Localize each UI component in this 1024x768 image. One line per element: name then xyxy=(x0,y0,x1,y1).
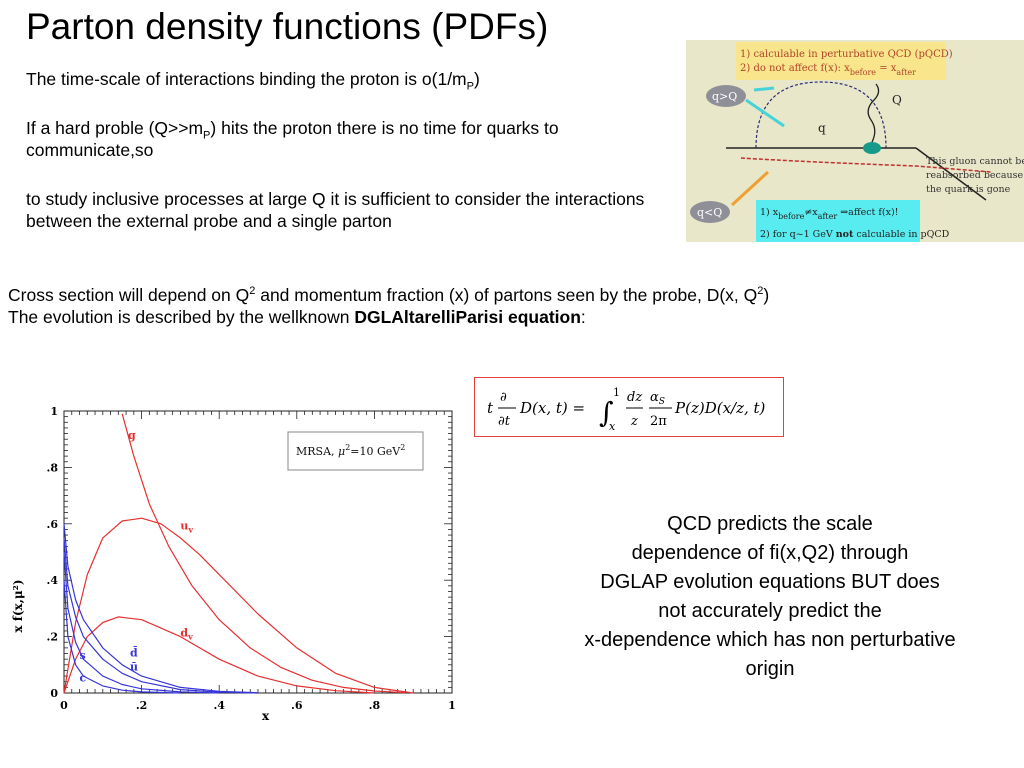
cross-section-text: Cross section will depend on Q2 and mome… xyxy=(8,284,1008,328)
eq-int-upper: 1 xyxy=(613,386,620,399)
intro-paragraph-2: If a hard proble (Q>>mP) hits the proton… xyxy=(26,118,559,160)
eq-dz: dz xyxy=(627,390,642,405)
dglap-equation: t ∂ ∂t D(x, t) = ∫ 1 x dz z αS 2π P(z)D(… xyxy=(474,377,784,437)
parton-interaction-figure: 1) calculable in perturbative QCD (pQCD)… xyxy=(686,40,1024,242)
gluon-note-1: This gluon cannot be xyxy=(926,156,1024,167)
pdf-chart: 0 0 .2 .2 .4 .4 .6 .6 .8 .8 1 1 g uv dv d̄ ū s c MRSA, μ2… xyxy=(0,396,470,736)
eq-partial: ∂ xyxy=(500,390,507,405)
note-box-top xyxy=(736,42,946,80)
series-line-x xyxy=(63,537,259,694)
arrow-right xyxy=(753,86,775,92)
vertex-blob xyxy=(863,142,881,154)
note-bottom-1: 1) xbefore≠xafter ⇒affect f(x)! xyxy=(760,207,898,221)
eq-z: z xyxy=(630,414,638,429)
y-tick-label: .6 xyxy=(47,518,59,531)
predict-line-1: QCD predicts the scale xyxy=(667,513,873,535)
note-box-bottom xyxy=(756,200,920,242)
intro-paragraph-1: The time-scale of interactions binding t… xyxy=(26,69,480,93)
x-axis-label: x xyxy=(262,709,270,723)
reabsorbed-gluon xyxy=(740,157,992,173)
label-Q: Q xyxy=(892,93,902,107)
x-tick-label: 1 xyxy=(448,699,456,712)
quark-line-out xyxy=(915,147,987,201)
eq-2pi: 2π xyxy=(650,414,667,429)
label-dbar: d̄ xyxy=(130,645,138,659)
arrow-up xyxy=(745,98,785,128)
qcd-prediction-text: QCD predicts the scale dependence of fi(… xyxy=(540,510,1000,684)
legend-text: MRSA, μ2=10 GeV2 xyxy=(296,443,405,458)
gluon-note-2: reabsorbed because xyxy=(926,170,1024,181)
blob-q-gt-Q xyxy=(706,85,746,107)
predict-line-4: not accurately predict the xyxy=(658,600,882,622)
label-d-v: dv xyxy=(180,627,193,642)
label-s: s xyxy=(80,649,86,662)
eq-alpha: αS xyxy=(650,390,665,407)
eq-lhs: D(x, t) = xyxy=(519,399,585,417)
eq-integral: ∫ xyxy=(599,396,614,429)
label-q-gt-Q: q>Q xyxy=(712,90,737,103)
label-g: g xyxy=(128,429,136,442)
pdf-chart-svg: 00 .2 .2 .4 .4 .6 .6 .8 .8 1 1 g uv dv d̄ū sc MRSA, μ2… xyxy=(11,405,456,723)
y-tick-label: .4 xyxy=(47,574,59,587)
photon-q xyxy=(867,83,880,143)
note-bottom-2: 2) for q~1 GeV not calculable in pQCD xyxy=(760,229,950,240)
series-line-d_v xyxy=(63,616,375,694)
x-tick-label: .2 xyxy=(136,699,147,712)
gluon-note-3: the quark is gone xyxy=(926,184,1011,195)
cross-section-line-2: The evolution is described by the wellkn… xyxy=(8,307,586,327)
arrow-orange xyxy=(730,170,770,207)
page-title: Parton density functions (PDFs) xyxy=(26,6,549,47)
blob-q-lt-Q xyxy=(690,201,730,223)
x-tick-label: .8 xyxy=(369,699,381,712)
chart-legend: MRSA, μ2=10 GeV2 xyxy=(287,431,424,471)
chart-curves xyxy=(63,413,414,694)
label-ubar: ū xyxy=(130,660,138,673)
series-line-u_v xyxy=(63,517,414,694)
y-tick-label: .8 xyxy=(47,461,59,474)
note-top-2: 2) do not affect f(x): xbefore = xafter xyxy=(740,63,916,77)
predict-line-6: origin xyxy=(745,658,795,680)
series-line-g xyxy=(121,413,406,694)
equation-svg: t ∂ ∂t D(x, t) = ∫ 1 x dz z αS 2π P(z)D(… xyxy=(487,386,766,433)
series-line-c xyxy=(63,580,181,694)
chart-labels: g uv dv d̄ū sc xyxy=(80,429,194,685)
note-top-1: 1) calculable in perturbative QCD (pQCD) xyxy=(740,49,953,60)
y-tick-label: .2 xyxy=(47,631,58,644)
legend-box xyxy=(287,431,424,471)
figure-svg: 1) calculable in perturbative QCD (pQCD)… xyxy=(690,42,1024,242)
y-axis-label: x f(x,μ²) xyxy=(11,579,25,632)
y-tick-label: 1 xyxy=(50,405,58,418)
label-q-lt-Q: q<Q xyxy=(697,206,722,219)
gluon-loop xyxy=(755,81,887,149)
eq-dt: ∂t xyxy=(498,414,511,429)
x-tick-label: 0 xyxy=(60,699,68,712)
predict-line-2: dependence of fi(x,Q2) through xyxy=(631,542,909,564)
eq-int-lower: x xyxy=(609,420,616,433)
label-u-v: uv xyxy=(180,519,193,534)
cross-section-line-1: Cross section will depend on Q2 and mome… xyxy=(8,285,770,305)
y-tick-label: 0 xyxy=(50,687,58,700)
eq-rhs: P(z)D(x/z, t) xyxy=(674,399,766,417)
predict-line-5: x-dependence which has non perturbative xyxy=(584,629,956,651)
predict-line-3: DGLAP evolution equations BUT does xyxy=(600,571,940,593)
x-tick-label: .6 xyxy=(291,699,303,712)
label-c: c xyxy=(80,672,87,685)
series-line-s xyxy=(63,551,220,694)
series-line-dx xyxy=(63,523,259,694)
x-tick-label: .4 xyxy=(213,699,225,712)
label-q: q xyxy=(818,121,826,135)
eq-t: t xyxy=(487,399,494,417)
intro-paragraph-3: to study inclusive processes at large Q … xyxy=(26,189,645,231)
